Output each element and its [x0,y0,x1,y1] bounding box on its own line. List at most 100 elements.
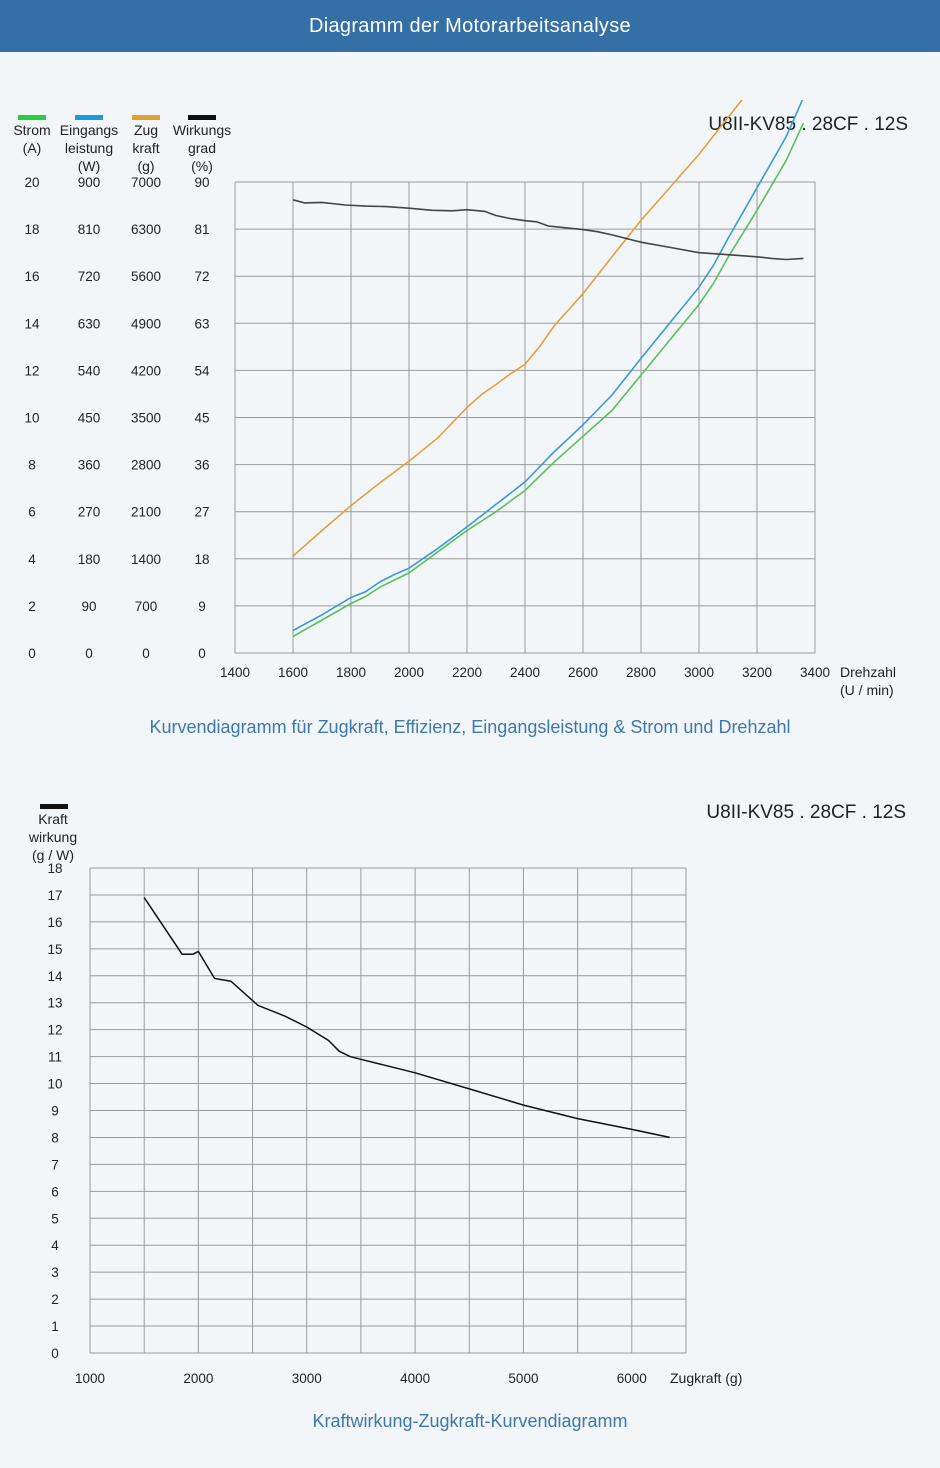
chart2-grid [89,867,687,1354]
y-tick-label: 2 [51,1292,59,1307]
y-tick-label: 12 [47,1023,62,1038]
y-tick-label: 0 [142,646,150,661]
y-tick-label: 2 [28,599,36,614]
x-tick-label: 3000 [292,1371,322,1386]
series-line [292,100,804,632]
chart1-model-title: U8II-KV85 . 28CF . 12S [708,114,908,135]
y-tick-label: 90 [194,175,209,190]
x-axis-label-line: (U / min) [840,682,894,698]
y-tick-label: 8 [28,458,36,473]
page-title: Diagramm der Motorarbeitsanalyse [309,14,631,37]
y-tick-label: 6 [28,505,36,520]
legend-axis-label: (%) [191,158,213,174]
y-tick-label: 15 [47,942,62,957]
y-tick-label: 630 [78,316,101,331]
x-axis-label-text: Zugkraft (g) [670,1370,742,1386]
page-header: Diagramm der Motorarbeitsanalyse [0,0,940,52]
x-tick-label: 6000 [617,1371,647,1386]
y-tick-label: 3 [51,1265,59,1280]
y-tick-label: 13 [47,996,62,1011]
y-tick-label: 90 [81,599,96,614]
chart1-x-tick-labels: 1400 1600 1800 2000 2200 2400 2600 2800 3000 3200… [220,665,830,680]
y-tick-label: 6300 [131,222,161,237]
x-tick-label: 2400 [510,665,540,680]
x-tick-label: 1000 [75,1371,105,1386]
legend-swatch [132,115,160,120]
y-tick-label: 4 [51,1238,59,1253]
y-tick-label: 16 [47,915,62,930]
x-tick-label: 1600 [278,665,308,680]
x-axis-label-line: Drehzahl [840,664,896,680]
chart1-legend: Strom (A) Eingangs leistung (W) Zug kraft (g) Wi… [13,115,231,174]
y-tick-label: 1 [51,1319,59,1334]
y-tick-label: 700 [135,599,158,614]
chart1-y-tick-labels: 0246810121416182009018027036045054063072… [24,175,210,661]
y-tick-label: 180 [78,552,101,567]
series-line [292,199,804,261]
y-tick-label: 27 [194,505,209,520]
legend-swatch [18,115,46,120]
y-tick-label: 9 [198,599,206,614]
y-tick-label: 16 [24,269,39,284]
series-line [292,100,743,557]
y-tick-label: 14 [24,316,40,331]
chart1-grid [234,181,816,654]
y-tick-label: 36 [194,458,209,473]
y-tick-label: 4200 [131,363,161,378]
y-tick-label: 0 [51,1346,59,1361]
chart2-model-title: U8II-KV85 . 28CF . 12S [706,802,906,823]
x-tick-label: 2800 [626,665,656,680]
y-tick-label: 10 [24,411,39,426]
y-tick-label: 17 [47,888,62,903]
y-tick-label: 18 [194,552,209,567]
x-tick-label: 4000 [400,1371,430,1386]
y-tick-label: 72 [194,269,209,284]
legend-axis-label: Zug [134,122,158,138]
y-tick-label: 0 [198,646,206,661]
y-tick-label: 810 [78,222,101,237]
legend-axis-label: (g / W) [32,847,74,863]
x-tick-label: 2200 [452,665,482,680]
y-tick-label: 54 [194,363,210,378]
x-tick-label: 2600 [568,665,598,680]
x-tick-label: 3000 [684,665,714,680]
x-tick-label: 3200 [742,665,772,680]
legend-axis-label: Strom [13,122,50,138]
y-tick-label: 270 [78,505,101,520]
y-tick-label: 4 [28,552,36,567]
x-tick-label: 1800 [336,665,366,680]
y-tick-label: 20 [24,175,39,190]
chart2-x-axis-label: Zugkraft (g) [670,1370,742,1386]
y-tick-label: 4900 [131,316,161,331]
chart2-legend: Kraft wirkung (g / W) [28,804,77,863]
y-tick-label: 8 [51,1130,59,1145]
chart1-series [292,100,805,638]
y-tick-label: 7 [51,1157,59,1172]
legend-swatch [188,115,216,120]
y-tick-label: 5 [51,1211,59,1226]
y-tick-label: 2800 [131,458,161,473]
chart1-x-axis-label: Drehzahl (U / min) [840,664,896,698]
y-tick-label: 9 [51,1104,59,1119]
y-tick-label: 45 [194,411,209,426]
legend-axis-label: grad [188,140,216,156]
y-tick-label: 540 [78,363,101,378]
y-tick-label: 0 [85,646,93,661]
y-tick-label: 900 [78,175,101,190]
legend-axis-label: Eingangs [60,122,118,138]
y-tick-label: 10 [47,1077,62,1092]
series-line [143,897,670,1139]
y-tick-label: 2100 [131,505,161,520]
y-tick-label: 7000 [131,175,161,190]
legend-axis-label: (g) [137,158,154,174]
legend-swatch [75,115,103,120]
y-tick-label: 450 [78,411,101,426]
legend-axis-label: (A) [23,140,42,156]
thrust-efficiency-chart: U8II-KV85 . 28CF . 12S Kraft wirkung (g / … [28,802,906,1386]
y-tick-label: 3500 [131,411,161,426]
y-tick-label: 1400 [131,552,161,567]
chart2-caption: Kraftwirkung-Zugkraft-Kurvendiagramm [312,1411,628,1431]
chart2-x-tick-labels: 1000 2000 3000 4000 5000 6000 [75,1371,647,1386]
y-tick-label: 81 [194,222,209,237]
